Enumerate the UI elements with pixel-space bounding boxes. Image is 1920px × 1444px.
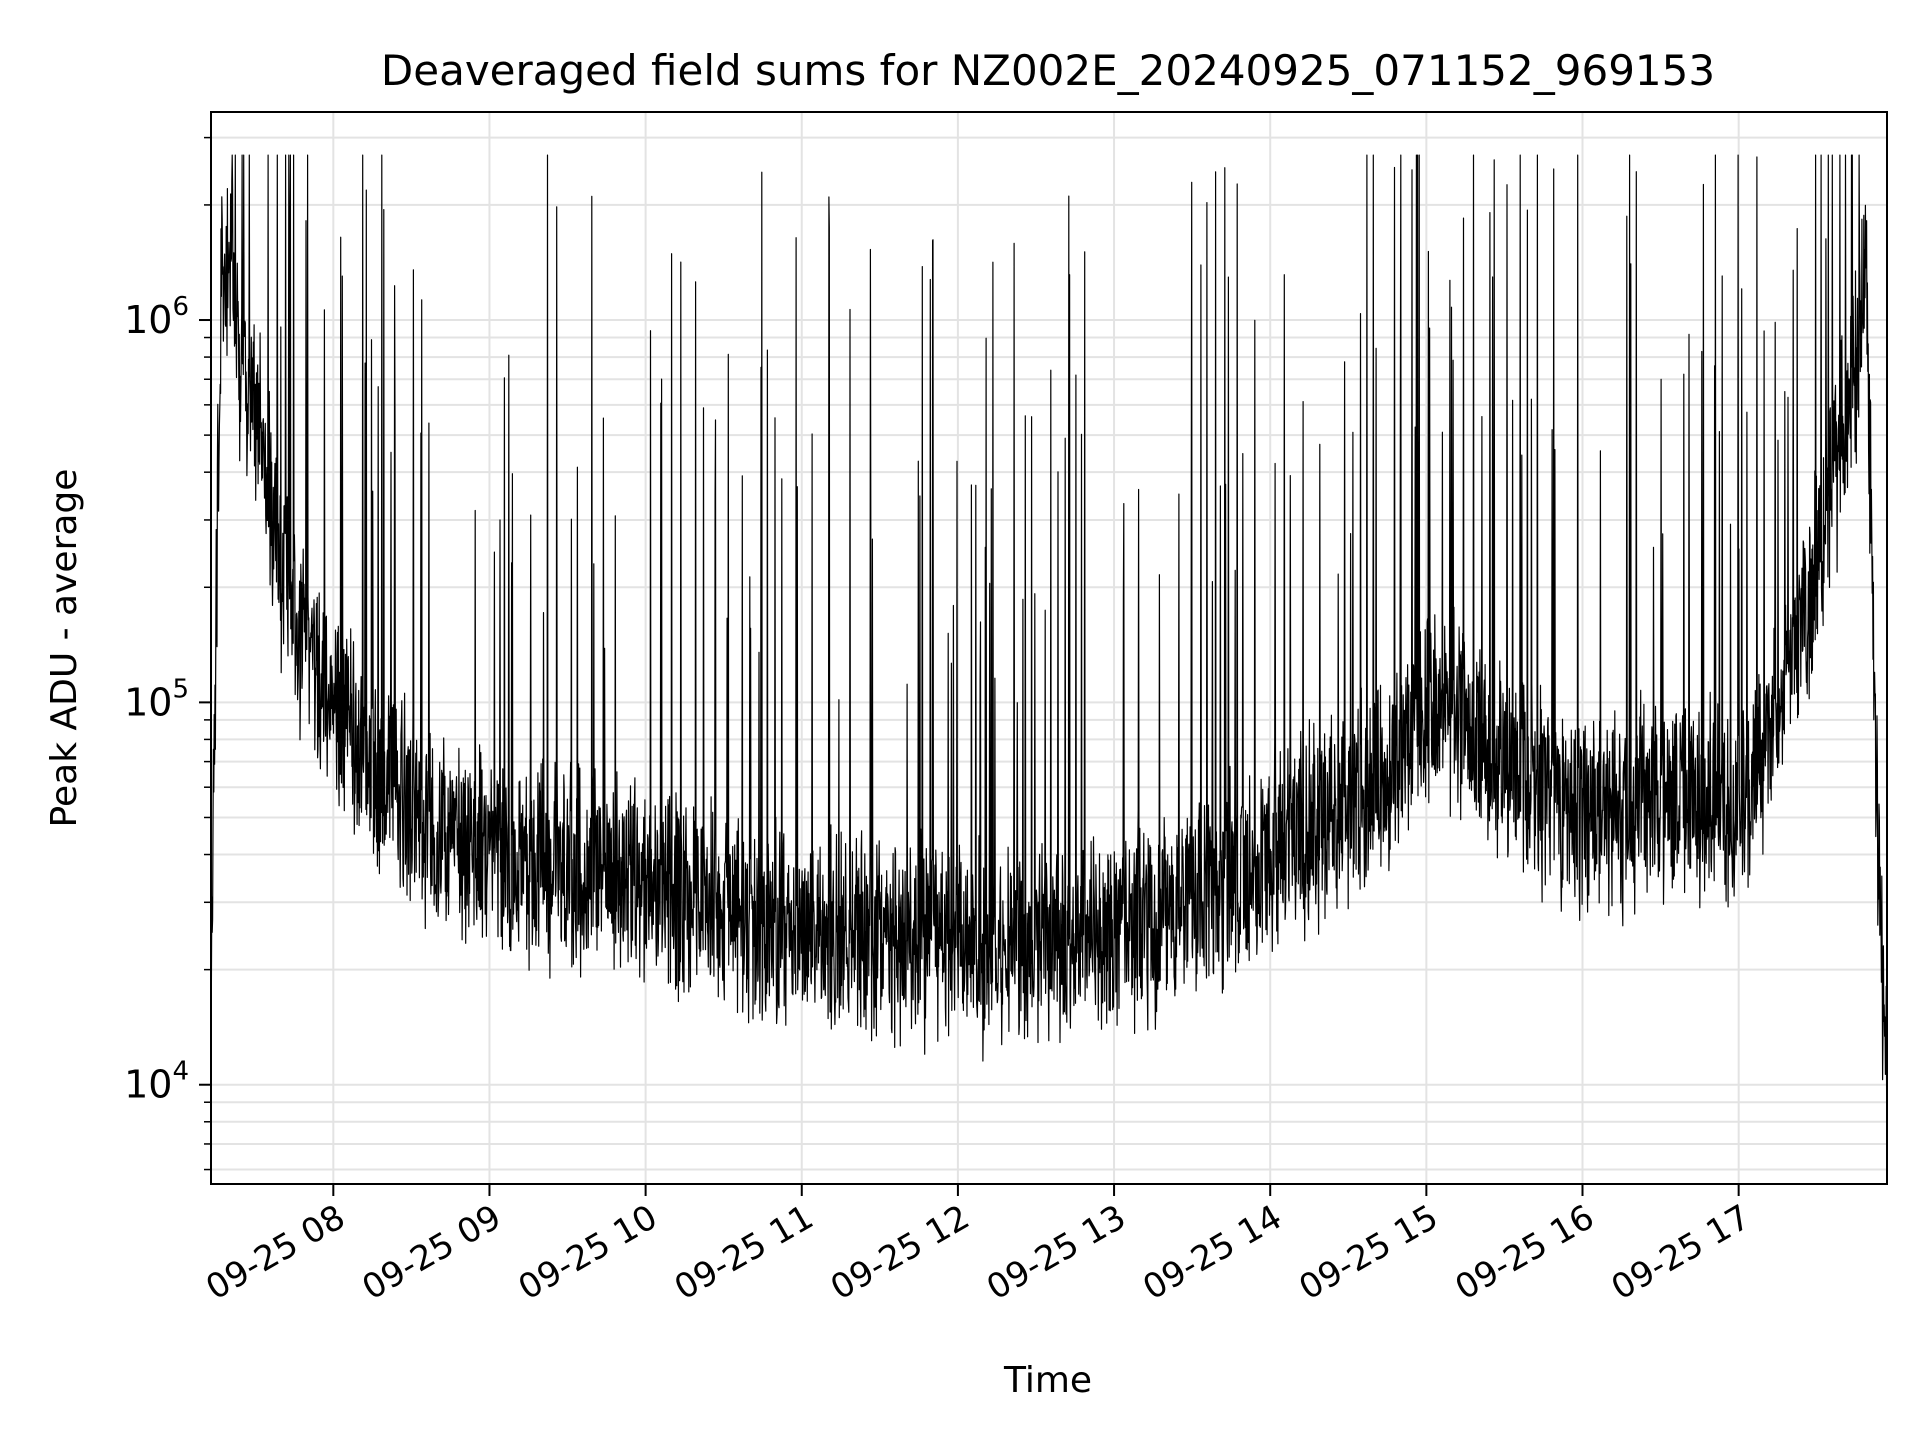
plot-frame [210, 111, 1888, 1185]
y-axis-label: Peak ADU - average [44, 469, 85, 828]
y-tick-label: 104 [124, 1057, 189, 1107]
series-line [210, 154, 1888, 1176]
y-tick-label: 105 [124, 674, 189, 724]
x-axis-label: Time [1003, 1360, 1092, 1401]
y-tick-label: 106 [124, 292, 189, 342]
chart-title: Deaveraged field sums for NZ002E_2024092… [381, 46, 1715, 95]
series-layer [210, 154, 1888, 1176]
